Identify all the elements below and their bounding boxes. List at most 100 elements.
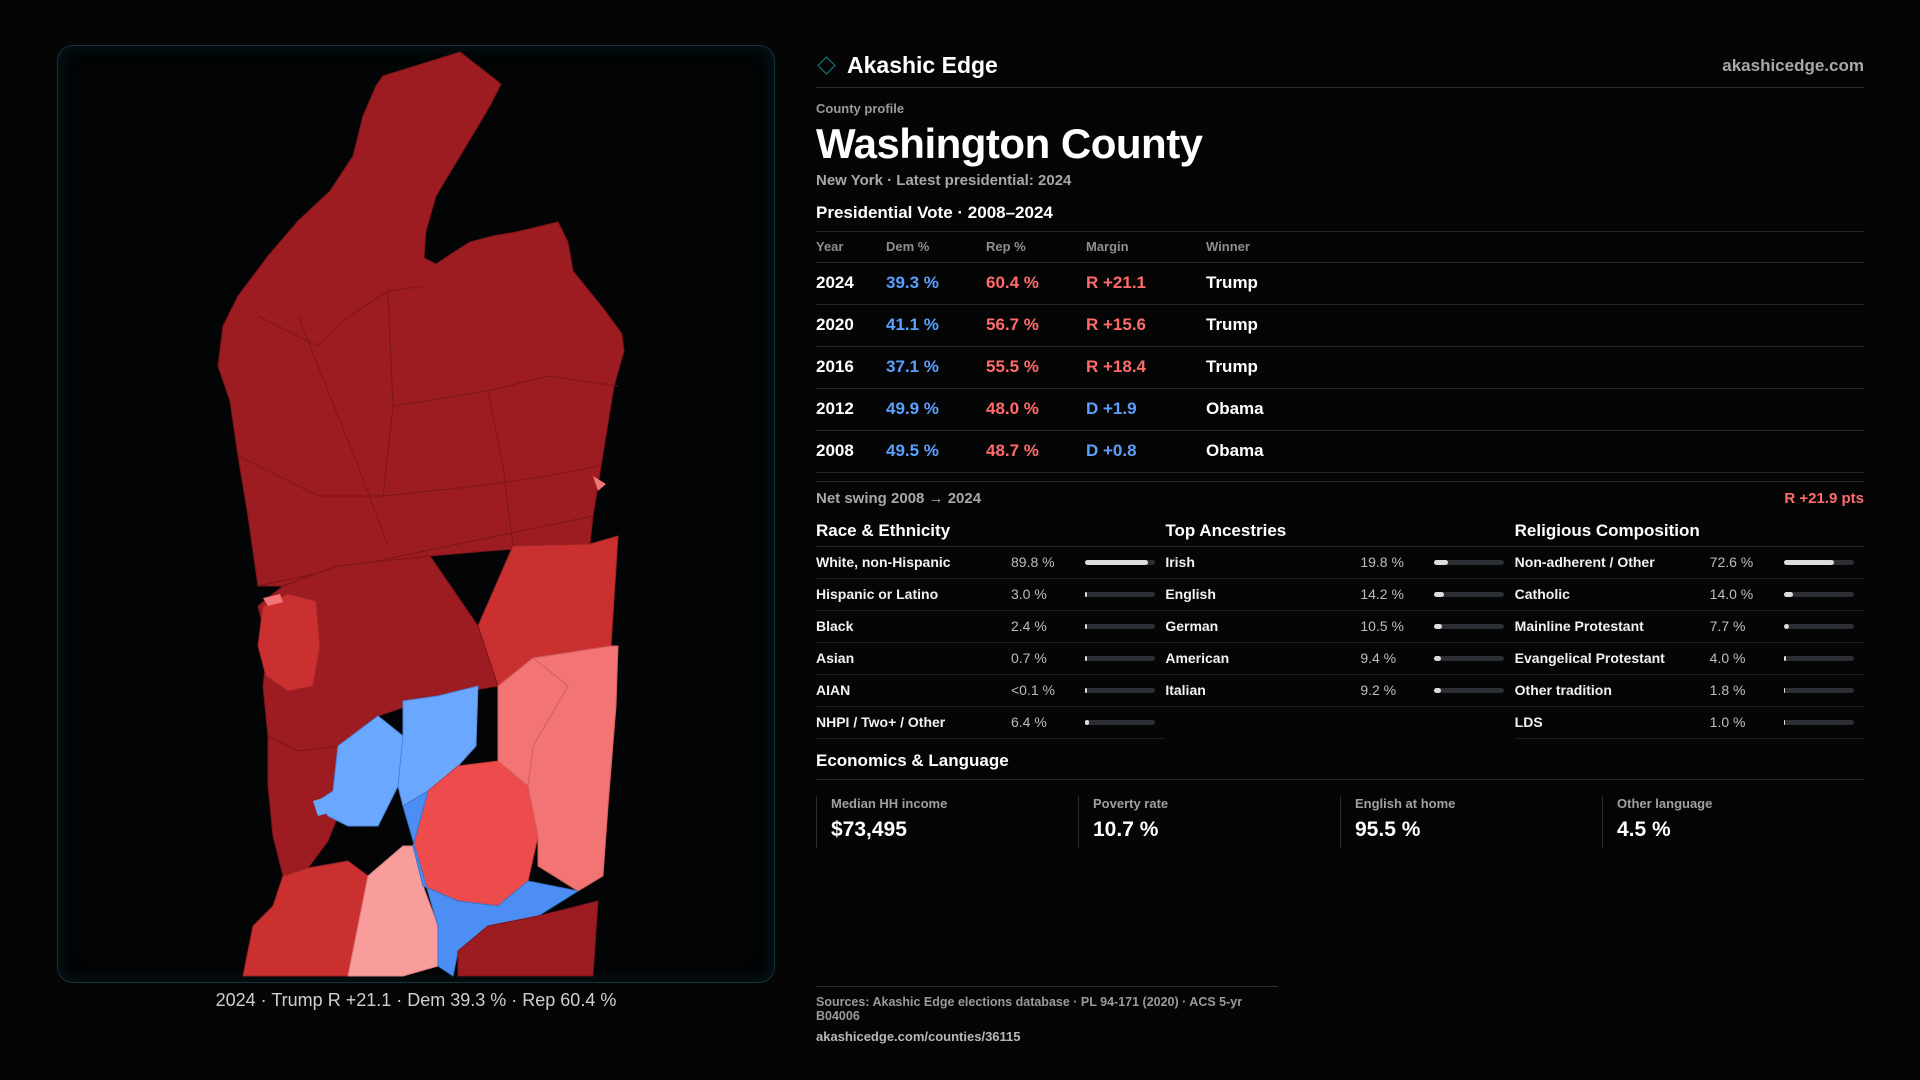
net-swing-value: R +21.9 pts (1784, 489, 1864, 507)
row-margin: R +18.4 (1086, 346, 1206, 389)
list-item: Evangelical Protestant 4.0 % (1514, 643, 1864, 675)
stat-bar-fill (1085, 559, 1148, 565)
stat-label: Mainline Protestant (1514, 618, 1644, 634)
row-rep: 48.7 % (986, 430, 1086, 473)
row-dem: 39.3 % (886, 262, 986, 305)
county-profile-panel: Akashic Edge akashicedge.com County prof… (816, 44, 1864, 848)
stat-bar-fill (1085, 591, 1088, 597)
stat-value: 9.4 % (1360, 650, 1397, 666)
map-region-north[interactable] (217, 51, 625, 587)
stat-value: 14.2 % (1360, 586, 1404, 602)
map-region-south-dark[interactable] (457, 900, 599, 977)
map-region-lower-west[interactable] (267, 735, 349, 877)
list-item: Italian 9.2 % (1165, 675, 1515, 707)
row-winner: Trump (1206, 304, 1864, 347)
econ-value: 4.5 % (1617, 817, 1671, 841)
map-region-blue-lake[interactable] (313, 796, 336, 816)
header: Akashic Edge akashicedge.com (816, 44, 1864, 88)
map-region-south-mid[interactable] (242, 860, 369, 977)
stat-value: 72.6 % (1709, 554, 1754, 570)
table-row[interactable]: 2020 41.1 % 56.7 % R +15.6 Trump (816, 304, 1864, 347)
stat-bar-fill (1783, 655, 1787, 661)
list-item: LDS 1.0 % (1514, 707, 1864, 739)
profile-subline: New York · Latest presidential: 2024 (816, 172, 1072, 189)
col-dem: Dem % (886, 232, 986, 263)
table-row[interactable]: 2012 49.9 % 48.0 % D +1.9 Obama (816, 388, 1864, 431)
stat-bar (1085, 623, 1155, 629)
stat-bar-fill (1434, 623, 1442, 629)
stat-bar (1085, 591, 1155, 597)
list-item: NHPI / Two+ / Other 6.4 % (816, 707, 1166, 739)
stat-bar-fill (1085, 719, 1090, 725)
source-url-link[interactable]: akashicedge.com/counties/36115 (816, 1029, 1021, 1044)
religion-title: Religious Composition (1514, 521, 1864, 547)
stat-value: 19.8 % (1360, 554, 1404, 570)
stat-label: Non-adherent / Other (1514, 554, 1655, 570)
ancestry-title: Top Ancestries (1165, 521, 1515, 547)
table-row[interactable]: 2016 37.1 % 55.5 % R +18.4 Trump (816, 346, 1864, 389)
row-rep: 56.7 % (986, 304, 1086, 347)
row-winner: Trump (1206, 346, 1864, 389)
map-region-west-lake[interactable] (257, 593, 321, 692)
list-item: Mainline Protestant 7.7 % (1514, 611, 1864, 643)
stat-label: AIAN (816, 682, 851, 698)
site-url-link[interactable]: akashicedge.com (1722, 55, 1864, 75)
table-row[interactable]: 2008 49.5 % 48.7 % D +0.8 Obama (816, 430, 1864, 473)
col-rep: Rep % (986, 232, 1086, 263)
county-map-panel (57, 45, 775, 983)
row-margin: R +15.6 (1086, 304, 1206, 347)
stat-label: White, non-Hispanic (816, 554, 951, 570)
stat-bar-fill (1085, 623, 1087, 629)
religion-column: Religious Composition Non-adherent / Oth… (1514, 521, 1864, 739)
row-year: 2016 (816, 346, 886, 389)
stat-value: 9.2 % (1360, 682, 1397, 698)
row-year: 2024 (816, 262, 886, 305)
stat-label: Evangelical Protestant (1514, 650, 1665, 666)
stat-value: 6.4 % (1011, 714, 1047, 730)
map-region-lake-dot[interactable] (263, 594, 283, 606)
list-item: Hispanic or Latino 3.0 % (816, 579, 1166, 611)
stat-bar-fill (1085, 687, 1087, 693)
stat-value: 4.0 % (1709, 650, 1746, 666)
diamond-logo-icon (817, 56, 836, 75)
row-year: 2020 (816, 304, 886, 347)
ancestry-column: Top Ancestries Irish 19.8 % English 14.2 %… (1165, 521, 1515, 739)
list-item: Asian 0.7 % (816, 643, 1166, 675)
list-item: Catholic 14.0 % (1514, 579, 1864, 611)
profile-kicker: County profile (816, 101, 905, 116)
row-winner: Obama (1206, 430, 1864, 473)
stat-value: <0.1 % (1011, 682, 1055, 698)
stat-label: LDS (1514, 714, 1543, 730)
county-map[interactable] (58, 46, 775, 983)
stat-bar (1783, 687, 1854, 693)
sources-text: Sources: Akashic Edge elections database… (816, 995, 1243, 1023)
map-region-blue-west[interactable] (317, 715, 404, 827)
row-margin: D +0.8 (1086, 430, 1206, 473)
demographics-columns: Race & Ethnicity White, non-Hispanic 89.8… (816, 521, 1864, 739)
map-region-east-dot[interactable] (593, 476, 606, 491)
list-item: American 9.4 % (1165, 643, 1515, 675)
list-item: German 10.5 % (1165, 611, 1515, 643)
net-swing: Net swing 2008 → 2024 R +21.9 pts (816, 480, 1864, 507)
page-title: Washington County (816, 120, 1203, 167)
stat-label: Black (816, 618, 854, 634)
map-region-east-pale2[interactable] (497, 657, 569, 787)
stat-bar (1783, 655, 1854, 661)
table-row[interactable]: 2024 39.3 % 60.4 % R +21.1 Trump (816, 262, 1864, 305)
stat-label: American (1165, 650, 1230, 666)
stat-label: English (1165, 586, 1216, 602)
net-swing-label: Net swing 2008 → 2024 (816, 489, 982, 507)
vote-table-header: Year Dem % Rep % Margin Winner (816, 232, 1864, 263)
stat-bar (1085, 719, 1155, 725)
econ-value: 95.5 % (1355, 817, 1421, 841)
map-region-blue-south[interactable] (402, 789, 580, 977)
stat-bar (1434, 591, 1505, 597)
econ-other-language: Other language 4.5 % (1602, 795, 1864, 848)
brand[interactable]: Akashic Edge (816, 52, 998, 79)
list-item: Black 2.4 % (816, 611, 1166, 643)
col-winner: Winner (1206, 232, 1864, 263)
stat-value: 10.5 % (1360, 618, 1404, 634)
stat-bar-fill (1783, 687, 1786, 693)
stat-bar-fill (1783, 559, 1835, 565)
row-year: 2012 (816, 388, 886, 431)
